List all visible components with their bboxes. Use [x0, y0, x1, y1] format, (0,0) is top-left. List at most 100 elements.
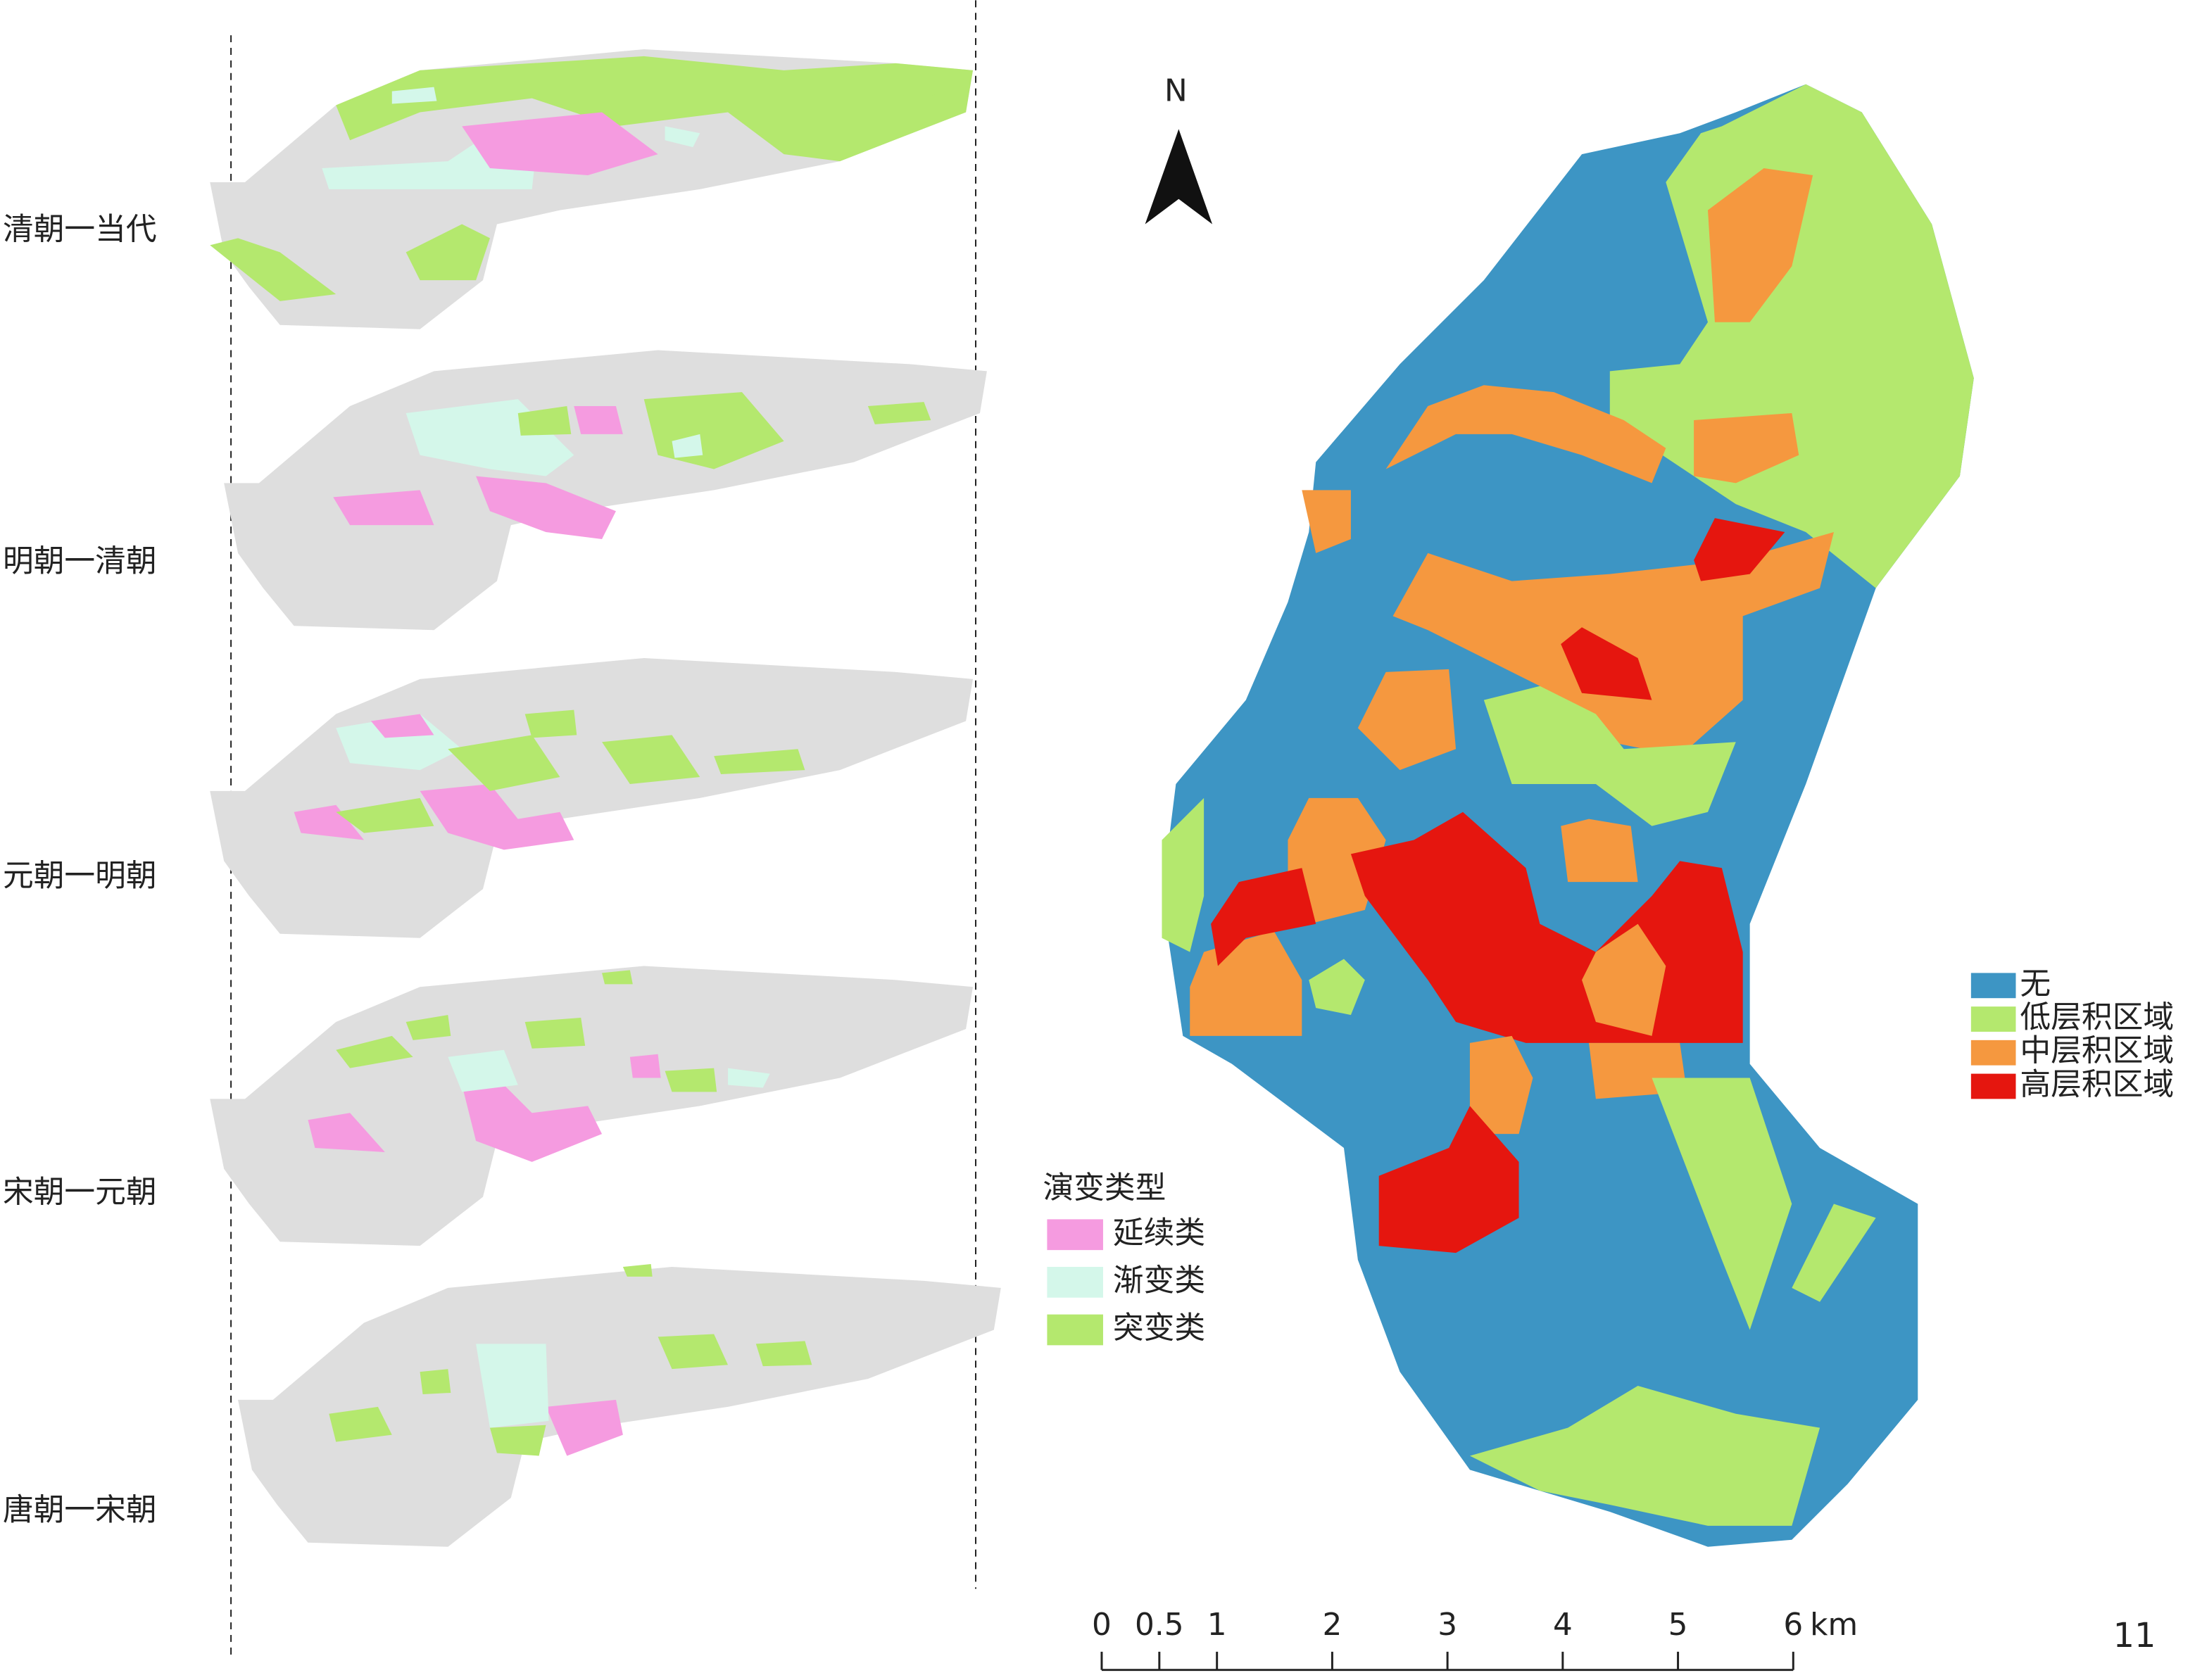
- evolution-patch: [476, 1344, 549, 1428]
- scale-tick-label: 4: [1553, 1607, 1573, 1643]
- evolution-patch: [546, 1399, 623, 1456]
- accumulation-patch: [1357, 669, 1457, 771]
- legend-label: 高层积区域: [2020, 1066, 2174, 1102]
- evolution-patch: [405, 1015, 451, 1040]
- legend-swatch: [1047, 1314, 1103, 1346]
- evolution-patch: [574, 406, 623, 434]
- evolution-patch: [826, 77, 967, 99]
- period-label: 清朝一当代: [3, 211, 157, 247]
- period-map: [238, 1264, 1001, 1547]
- evolution-patch: [462, 1085, 603, 1162]
- evolution-patch: [665, 1068, 717, 1092]
- scale-tick-label: 5: [1668, 1607, 1688, 1643]
- accumulation-map: [1162, 84, 1974, 1547]
- legend-label: 延续类: [1113, 1215, 1205, 1251]
- period-map: [224, 350, 987, 631]
- evolution-patch: [517, 406, 572, 436]
- accumulation-patch: [1707, 168, 1813, 322]
- scale-tick-label: 6: [1783, 1607, 1803, 1643]
- legend-label: 突变类: [1113, 1310, 1205, 1346]
- period-map-base: [210, 966, 974, 1246]
- evolution-patch: [602, 970, 633, 985]
- period-label: 明朝一清朝: [3, 543, 157, 579]
- evolution-patch: [728, 1068, 770, 1088]
- scale-unit: km: [1810, 1607, 1858, 1643]
- scale-bar: 0 0.5 1 2 3 4 5 6 km: [1092, 1607, 1858, 1672]
- evolution-patch: [336, 56, 974, 162]
- scale-tick-label: 2: [1322, 1607, 1342, 1643]
- evolution-patch: [448, 1049, 518, 1092]
- evolution-patch: [658, 1334, 729, 1370]
- accumulation-patch: [1694, 518, 1785, 581]
- period-label: 唐朝一宋朝: [3, 1492, 157, 1528]
- accumulation-patch: [1162, 797, 1205, 952]
- accumulation-patch: [1392, 532, 1834, 757]
- accumulation-patch: [1483, 686, 1736, 826]
- evolution-patch: [665, 126, 700, 148]
- legend-label: 低层积区域: [2020, 999, 2174, 1035]
- legend-swatch: [1970, 1040, 2016, 1066]
- accumulation-patch: [1561, 819, 1638, 883]
- north-label: N: [1164, 73, 1188, 109]
- accumulation-patch: [1288, 797, 1386, 924]
- evolution-patch: [462, 112, 658, 175]
- evolution-patch: [867, 402, 931, 424]
- evolution-patch: [524, 1018, 586, 1049]
- period-map: [210, 49, 974, 329]
- evolution-patch: [370, 714, 434, 738]
- accumulation-patch: [1302, 490, 1351, 553]
- accumulation-patch: [1652, 1078, 1792, 1330]
- accumulation-patch: [1385, 385, 1666, 484]
- page-number: 11: [2113, 1617, 2156, 1655]
- map-shape: [1145, 129, 1213, 225]
- evolution-patch: [336, 797, 434, 833]
- evolution-patch: [524, 709, 577, 738]
- evolution-patch: [420, 783, 574, 850]
- legend-swatch: [1970, 1073, 2016, 1099]
- period-label: 宋朝一元朝: [3, 1175, 157, 1211]
- evolution-patch: [308, 1113, 385, 1152]
- accumulation-patch: [1378, 1106, 1519, 1253]
- legend-swatch: [1970, 1006, 2016, 1032]
- evolution-patch: [448, 735, 560, 791]
- legend-label: 中层积区域: [2020, 1033, 2174, 1069]
- evolution-patch: [329, 1406, 392, 1442]
- accumulation-patch: [1469, 1035, 1533, 1135]
- accumulation-patch: [1792, 1204, 1876, 1302]
- evolution-patch: [405, 224, 490, 281]
- period-map-base: [224, 350, 987, 631]
- accumulation-patch: [1211, 868, 1316, 966]
- scale-tick-label: 1: [1207, 1607, 1227, 1643]
- evolution-patch: [210, 238, 337, 301]
- legend-title: 演变类型: [1043, 1170, 1166, 1206]
- period-map: [210, 966, 974, 1246]
- evolution-patch: [476, 476, 616, 539]
- period-map-base: [210, 657, 974, 938]
- scale-tick-label: 3: [1438, 1607, 1457, 1643]
- evolution-patch: [622, 1264, 653, 1277]
- period-label: 元朝一明朝: [3, 858, 157, 894]
- map-shape: [210, 49, 1001, 1547]
- scale-tick-label: 0.5: [1135, 1607, 1184, 1643]
- accumulation-patch: [1694, 413, 1799, 484]
- evolution-patch: [489, 1425, 546, 1456]
- evolution-patch: [420, 1369, 451, 1394]
- evolution-patch: [333, 490, 434, 526]
- evolution-patch: [602, 735, 700, 784]
- evolution-patch: [755, 1341, 812, 1367]
- accumulation-patch: [1469, 1386, 1820, 1526]
- period-map: [210, 657, 974, 938]
- legend-swatch: [1047, 1219, 1103, 1251]
- evolution-patch: [294, 804, 365, 840]
- legend-label: 无: [2020, 966, 2051, 1002]
- evolution-patch: [336, 1035, 413, 1068]
- evolution-patch: [714, 749, 805, 775]
- evolution-patch: [391, 87, 437, 104]
- legend-swatch: [1970, 973, 2016, 999]
